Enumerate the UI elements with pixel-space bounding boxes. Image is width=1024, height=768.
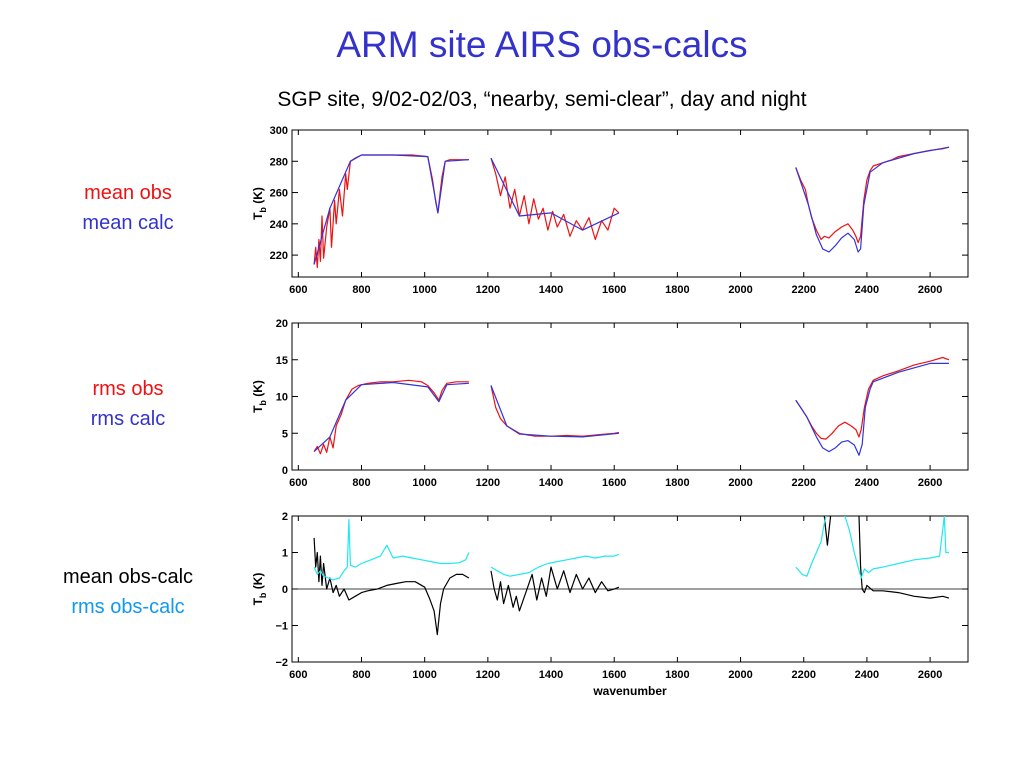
y-tick-label: 1: [282, 548, 288, 560]
x-tick-label: 1000: [412, 284, 436, 296]
x-tick-label: 600: [289, 669, 307, 681]
x-tick-label: 1000: [412, 477, 436, 489]
series-mean-obs-calc-segment-4: [858, 516, 950, 599]
legend-mean-calc: mean calc: [82, 212, 174, 234]
y-tick-label: 0: [282, 584, 288, 596]
x-tick-label: 2200: [791, 284, 815, 296]
y-tick-label: 20: [276, 318, 288, 330]
series-rms-obs-segment-2: [490, 385, 620, 437]
y-tick-label: 300: [270, 125, 288, 137]
series-mean-obs-segment-1: [313, 154, 469, 269]
y-tick-label: 10: [276, 392, 288, 404]
x-tick-label: 2600: [918, 669, 942, 681]
series-rms-calc-segment-1: [313, 381, 469, 453]
x-tick-label: 800: [352, 284, 370, 296]
series-mean-obs-segment-3: [795, 146, 950, 244]
y-tick-label: 260: [270, 188, 288, 200]
x-tick-label: 1400: [539, 477, 563, 489]
y-axis-label: Tb (K): [251, 187, 268, 220]
legend-rms-obs: rms obs: [92, 378, 164, 400]
legend-mean: mean obs mean calc: [58, 178, 198, 238]
legend-mean-obs-calc: mean obs-calc: [62, 566, 194, 588]
plot-frame: [291, 129, 969, 278]
x-tick-label: 2400: [855, 477, 879, 489]
series-rms-obs-segment-3: [795, 356, 950, 440]
x-tick-label: 2400: [855, 284, 879, 296]
series-mean-calc-segment-2: [490, 157, 620, 231]
series-mean-obs-segment-2: [490, 157, 620, 241]
y-tick-label: 15: [276, 355, 288, 367]
series-mean-obs-calc-segment-3: [823, 516, 832, 546]
y-tick-label: 5: [282, 428, 288, 440]
legend-rms: rms obs rms calc: [58, 374, 198, 434]
legend-rms-calc: rms calc: [90, 408, 166, 430]
y-axis-label: Tb (K): [251, 380, 268, 413]
y-tick-label: −2: [275, 657, 288, 669]
series-rms-obs-calc-segment-4: [844, 516, 949, 579]
slide-title: ARM site AIRS obs-calcs: [336, 24, 748, 65]
x-tick-label: 1200: [476, 477, 500, 489]
series-rms-obs-calc-segment-3: [795, 516, 827, 577]
y-tick-label: 2: [282, 511, 288, 523]
x-tick-label: 1000: [412, 669, 436, 681]
slide-subtitle: SGP site, 9/02-02/03, “nearby, semi-clea…: [277, 88, 807, 111]
x-tick-label: 1800: [665, 477, 689, 489]
series-rms-obs-calc-segment-2: [490, 553, 620, 577]
x-tick-label: 600: [289, 284, 307, 296]
series-mean-obs-calc-segment-1: [313, 537, 470, 636]
series-rms-obs-calc-segment-1: [313, 519, 470, 581]
x-tick-label: 600: [289, 477, 307, 489]
chart-panel-2: 600 800 1000 1200 1400 1600 1800 2000 2200 2400 26…: [251, 318, 969, 489]
x-tick-label: 800: [352, 669, 370, 681]
series-rms-calc-segment-2: [490, 385, 619, 438]
y-tick-label: 240: [270, 219, 288, 231]
x-tick-label: 2000: [728, 284, 752, 296]
x-tick-label: 2600: [918, 284, 942, 296]
legend-mean-obs: mean obs: [84, 182, 172, 204]
x-tick-label: 2000: [728, 477, 752, 489]
y-tick-label: 0: [282, 465, 288, 477]
legend-obs-calc: mean obs-calc rms obs-calc: [28, 562, 228, 622]
x-tick-label: 1200: [476, 669, 500, 681]
series-mean-obs-calc-segment-2: [490, 566, 620, 612]
x-tick-label: 2400: [855, 669, 879, 681]
x-tick-label: 1200: [476, 284, 500, 296]
x-tick-label: 800: [352, 477, 370, 489]
x-tick-label: 2200: [791, 477, 815, 489]
x-tick-label: 1800: [665, 669, 689, 681]
x-tick-label: 2000: [728, 669, 752, 681]
series-mean-calc-segment-3: [795, 146, 950, 253]
x-tick-label: 1400: [539, 669, 563, 681]
x-tick-label: 2600: [918, 477, 942, 489]
chart-panel-1: 600 800 1000 1200 1400 1600 1800 2000 2200 2400 26…: [251, 125, 969, 296]
series-rms-obs-segment-1: [313, 379, 469, 455]
y-tick-label: −1: [275, 621, 288, 633]
x-tick-label: 1400: [539, 284, 563, 296]
y-tick-label: 220: [270, 250, 288, 262]
x-tick-label: 1600: [602, 669, 626, 681]
x-tick-label: 2200: [791, 669, 815, 681]
x-axis-label: wavenumber: [592, 684, 667, 698]
series-rms-calc-segment-3: [795, 362, 949, 456]
chart-panel-3: 600 800 1000 1200 1400 1600 1800 2000 2200 2400 26…: [251, 511, 969, 698]
x-tick-label: 1600: [602, 477, 626, 489]
x-tick-label: 1800: [665, 284, 689, 296]
series-mean-calc-segment-1: [313, 154, 469, 265]
x-tick-label: 1600: [602, 284, 626, 296]
legend-rms-obs-calc: rms obs-calc: [71, 596, 185, 618]
y-axis-label: Tb (K): [251, 573, 268, 606]
y-tick-label: 280: [270, 156, 288, 168]
